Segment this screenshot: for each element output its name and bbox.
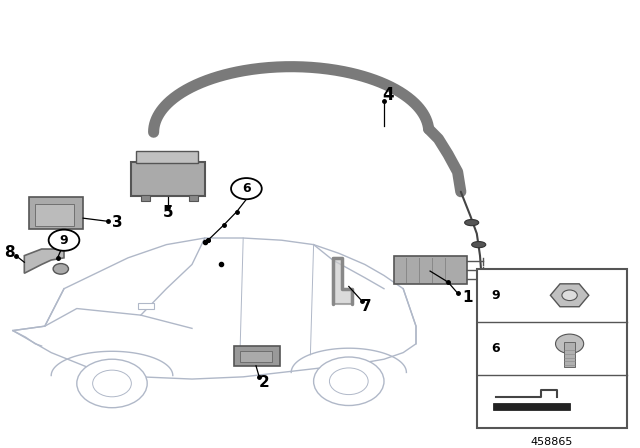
Text: 3: 3: [112, 215, 122, 230]
Bar: [240, 351, 272, 362]
Polygon shape: [24, 249, 64, 273]
Circle shape: [49, 230, 79, 251]
Polygon shape: [333, 258, 352, 304]
Circle shape: [53, 263, 68, 274]
Text: 9: 9: [491, 289, 499, 302]
Circle shape: [314, 357, 384, 405]
Text: 4: 4: [382, 86, 394, 104]
Text: 6: 6: [491, 342, 499, 355]
Bar: [189, 195, 198, 201]
Text: 1: 1: [462, 290, 472, 305]
Ellipse shape: [472, 241, 486, 248]
Bar: [141, 195, 150, 201]
Bar: [35, 204, 74, 226]
Circle shape: [231, 178, 262, 199]
Text: 458865: 458865: [531, 437, 573, 447]
Bar: [234, 346, 280, 366]
Ellipse shape: [465, 220, 479, 226]
Bar: [493, 403, 570, 410]
Bar: [477, 269, 627, 427]
Circle shape: [556, 334, 584, 353]
Text: 6: 6: [242, 182, 251, 195]
Text: 8: 8: [4, 245, 15, 260]
Bar: [394, 256, 467, 284]
Circle shape: [93, 370, 131, 397]
Text: 5: 5: [163, 205, 173, 220]
Text: 2: 2: [259, 375, 269, 390]
Polygon shape: [13, 238, 416, 379]
Bar: [564, 342, 575, 367]
Bar: [138, 303, 154, 309]
Circle shape: [77, 359, 147, 408]
Text: 9: 9: [60, 234, 68, 247]
Bar: [131, 162, 205, 196]
Circle shape: [562, 290, 577, 301]
Circle shape: [330, 368, 368, 395]
Bar: [29, 198, 83, 229]
Text: 7: 7: [361, 299, 371, 314]
Bar: [136, 151, 198, 163]
